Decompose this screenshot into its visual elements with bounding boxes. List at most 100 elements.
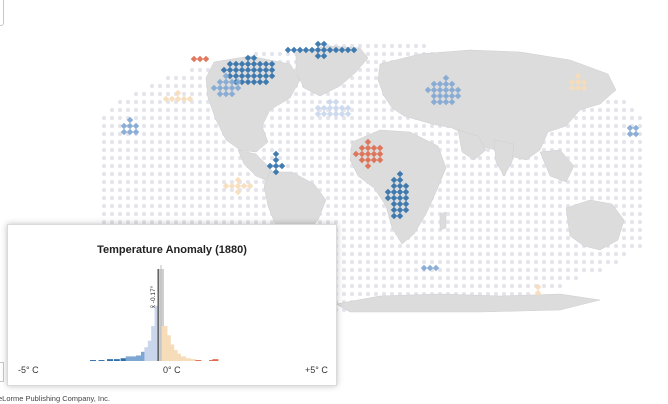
ocean-dot	[181, 139, 187, 145]
ocean-dot	[397, 123, 403, 129]
ocean-dot	[493, 275, 499, 281]
ocean-dot	[517, 227, 523, 233]
ocean-dot	[493, 267, 499, 273]
ocean-dot	[341, 179, 347, 185]
ocean-dot	[613, 107, 619, 113]
ocean-dot	[445, 171, 451, 177]
ocean-dot	[205, 171, 211, 177]
ocean-dot	[181, 131, 187, 137]
panel-toggle[interactable]	[0, 362, 4, 382]
ocean-dot	[165, 75, 171, 81]
ocean-dot	[621, 139, 627, 145]
ocean-dot	[349, 123, 355, 129]
ocean-dot	[373, 43, 379, 49]
ocean-dot	[429, 203, 435, 209]
ocean-dot	[157, 179, 163, 185]
ocean-dot	[533, 211, 539, 217]
ocean-dot	[141, 179, 147, 185]
ocean-dot	[573, 155, 579, 161]
ocean-dot	[525, 235, 531, 241]
histogram-bar	[90, 360, 96, 361]
ocean-dot	[301, 123, 307, 129]
ocean-dot	[453, 155, 459, 161]
ocean-dot	[237, 211, 243, 217]
ocean-dot	[373, 115, 379, 121]
ocean-dot	[573, 139, 579, 145]
ocean-dot	[597, 171, 603, 177]
ocean-dot	[181, 115, 187, 121]
ocean-dot	[541, 275, 547, 281]
ocean-dot	[533, 203, 539, 209]
anomaly-dot	[364, 156, 372, 164]
ocean-dot	[341, 259, 347, 265]
anomaly-dot	[186, 95, 194, 103]
ocean-dot	[389, 51, 395, 57]
ocean-dot	[173, 139, 179, 145]
ocean-dot	[637, 163, 643, 169]
ocean-dot	[437, 251, 443, 257]
ocean-dot	[581, 163, 587, 169]
zoom-control[interactable]	[0, 0, 4, 26]
ocean-dot	[365, 195, 371, 201]
ocean-dot	[285, 115, 291, 121]
ocean-dot	[213, 147, 219, 153]
ocean-dot	[549, 283, 555, 289]
ocean-dot	[237, 195, 243, 201]
ocean-dot	[453, 131, 459, 137]
anomaly-dot	[228, 182, 236, 190]
ocean-dot	[405, 283, 411, 289]
ocean-dot	[117, 219, 123, 225]
ocean-dot	[221, 163, 227, 169]
ocean-dot	[517, 211, 523, 217]
ocean-dot	[205, 115, 211, 121]
ocean-dot	[581, 259, 587, 265]
ocean-dot	[605, 123, 611, 129]
anomaly-dot	[402, 188, 410, 196]
ocean-dot	[157, 219, 163, 225]
ocean-dot	[189, 75, 195, 81]
ocean-dot	[525, 267, 531, 273]
ocean-dot	[261, 211, 267, 217]
ocean-dot	[117, 107, 123, 113]
ocean-dot	[397, 43, 403, 49]
ocean-dot	[229, 171, 235, 177]
ocean-dot	[141, 211, 147, 217]
ocean-dot	[453, 227, 459, 233]
ocean-dot	[509, 251, 515, 257]
ocean-dot	[141, 115, 147, 121]
ocean-dot	[349, 267, 355, 273]
ocean-dot	[437, 275, 443, 281]
ocean-dot	[165, 123, 171, 129]
ocean-dot	[485, 187, 491, 193]
ocean-dot	[373, 123, 379, 129]
ocean-dot	[317, 115, 323, 121]
ocean-dot	[509, 203, 515, 209]
ocean-dot	[637, 243, 643, 249]
ocean-dot	[637, 155, 643, 161]
ocean-dot	[221, 211, 227, 217]
ocean-dot	[381, 243, 387, 249]
anomaly-dot	[216, 90, 224, 98]
ocean-dot	[541, 187, 547, 193]
ocean-dot	[373, 227, 379, 233]
ocean-dot	[493, 179, 499, 185]
ocean-dot	[269, 139, 275, 145]
ocean-dot	[429, 251, 435, 257]
ocean-dot	[141, 147, 147, 153]
ocean-dot	[421, 43, 427, 49]
anomaly-dot	[426, 264, 434, 272]
ocean-dot	[325, 123, 331, 129]
ocean-dot	[557, 203, 563, 209]
ocean-dot	[365, 51, 371, 57]
ocean-dot	[125, 163, 131, 169]
anomaly-dot	[396, 200, 404, 208]
ocean-dot	[637, 115, 643, 121]
ocean-dot	[261, 147, 267, 153]
ocean-dot	[477, 243, 483, 249]
ocean-dot	[413, 275, 419, 281]
ocean-dot	[389, 251, 395, 257]
ocean-dot	[485, 275, 491, 281]
ocean-dot	[509, 179, 515, 185]
ocean-dot	[269, 155, 275, 161]
